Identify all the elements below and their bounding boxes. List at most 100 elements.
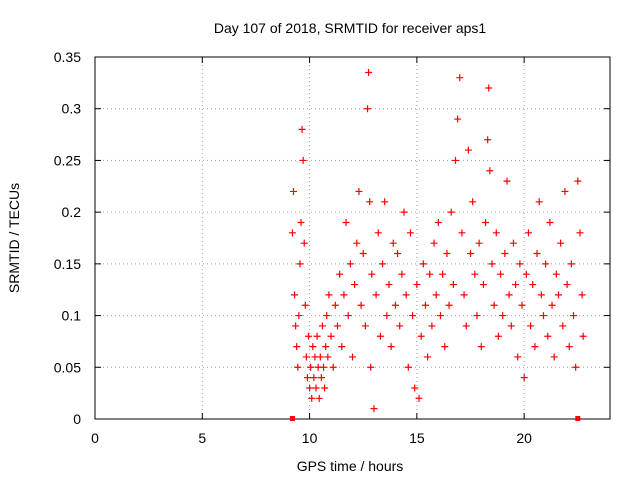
data-point [344,312,352,320]
data-point [485,84,493,92]
data-point [385,281,393,289]
data-points [288,69,587,413]
data-point [518,301,526,309]
data-point [366,198,374,206]
data-point [355,187,363,195]
data-point [578,291,586,299]
data-point [300,239,308,247]
data-point [424,353,432,361]
data-point [509,239,517,247]
data-point [443,250,451,258]
data-point [454,115,462,123]
data-point [413,281,421,289]
data-point [490,301,498,309]
data-point [514,353,522,361]
y-tick-label: 0.05 [54,359,81,375]
data-point [357,301,365,309]
data-point [295,312,303,320]
data-point [503,177,511,185]
data-point [458,229,466,237]
data-point [333,322,341,330]
data-point [486,167,494,175]
data-point [488,260,496,268]
data-point [565,343,573,351]
data-point [302,353,310,361]
data-point [400,208,408,216]
data-point [372,291,380,299]
data-point [368,270,376,278]
y-tick-label: 0.15 [54,256,81,272]
data-point [367,363,375,371]
data-point [439,270,447,278]
chart-title: Day 107 of 2018, SRMTID for receiver aps… [214,20,487,36]
data-point [391,301,399,309]
data-point [327,332,335,340]
data-point [567,260,575,268]
x-tick-label: 15 [409,430,425,446]
data-point [430,239,438,247]
data-point [411,384,419,392]
data-point [338,343,346,351]
data-point [544,332,552,340]
data-point [492,229,500,237]
data-point [539,312,547,320]
x-tick-label: 5 [198,430,206,446]
data-point [516,260,524,268]
data-point [434,218,442,226]
data-point [499,312,507,320]
data-point [296,260,304,268]
data-point [452,156,459,164]
data-point [359,250,367,258]
data-point [404,363,412,371]
data-point [524,229,532,237]
grid-lines [95,57,610,419]
data-point [561,187,569,195]
data-point [531,343,539,351]
data-point [421,301,429,309]
data-point [297,218,305,226]
y-tick-label: 0.3 [62,101,82,117]
data-point [376,332,384,340]
data-point [570,312,578,320]
data-point [473,312,481,320]
data-point [417,332,425,340]
data-point [469,198,477,206]
data-point [322,343,330,351]
data-point [432,291,440,299]
data-point [537,291,545,299]
data-point [542,260,550,268]
data-point [475,239,483,247]
data-point [303,374,311,382]
data-point [351,281,359,289]
data-point [370,405,378,413]
y-tick-label: 0.25 [54,152,81,168]
axis-marker [289,416,295,421]
data-point [364,105,372,113]
data-point [576,229,584,237]
y-axis-label: SRMTID / TECUs [6,183,22,293]
data-point [436,312,444,320]
data-point [305,332,313,340]
data-point [398,270,406,278]
data-point [324,353,332,361]
y-tick-label: 0.35 [54,49,81,65]
data-point [462,322,470,330]
data-point [426,270,434,278]
data-point [340,291,348,299]
data-point [494,332,502,340]
data-point [387,343,395,351]
data-point [365,69,373,77]
data-point [317,374,325,382]
data-point [559,322,567,330]
x-tick-label: 10 [302,430,318,446]
data-point [379,260,387,268]
data-point [548,301,556,309]
data-point [293,343,301,351]
data-point [308,394,316,402]
tick-labels: 0 5 10 15 20 0 0.05 0.1 0.15 0.2 0.25 0.3 0.35 [54,49,532,446]
data-point [374,229,382,237]
data-point [409,312,417,320]
data-point [467,250,475,258]
